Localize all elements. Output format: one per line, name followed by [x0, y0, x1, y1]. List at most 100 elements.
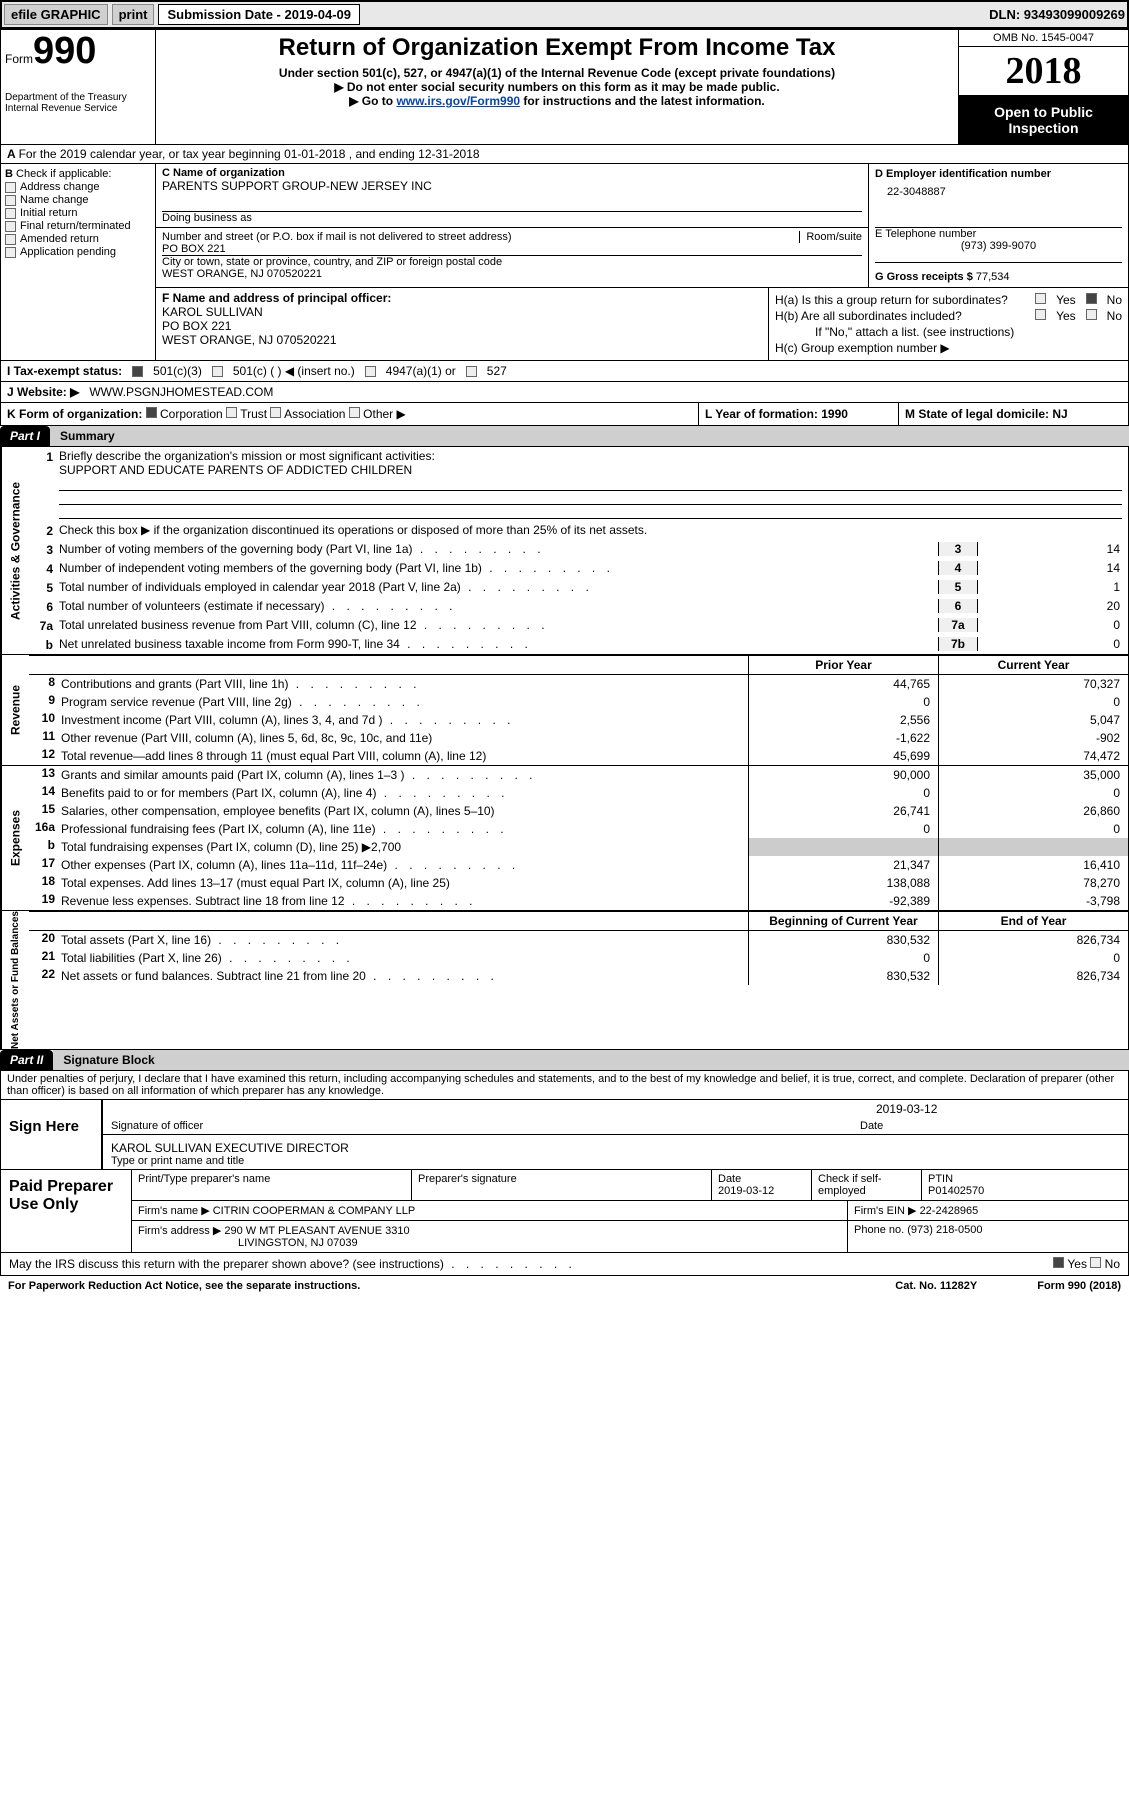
instructions-link[interactable]: www.irs.gov/Form990 [396, 94, 520, 108]
exp-14-py: 0 [748, 784, 938, 802]
na-20-eoy: 826,734 [938, 931, 1128, 949]
line7a-value: 0 [978, 618, 1128, 632]
part-2-title: Signature Block [53, 1050, 1129, 1071]
subtitle-3-suffix: for instructions and the latest informat… [520, 94, 765, 108]
street-address: PO BOX 221 [162, 243, 862, 255]
initial-return-checkbox[interactable] [5, 208, 16, 219]
penalty-text: Under penalties of perjury, I declare th… [1, 1071, 1128, 1099]
cat-no: Cat. No. 11282Y [895, 1280, 977, 1292]
dba-label: Doing business as [162, 212, 862, 224]
subtitle-2: ▶ Do not enter social security numbers o… [160, 80, 954, 94]
exp-13-py: 90,000 [748, 766, 938, 784]
discuss-no-checkbox[interactable] [1090, 1257, 1101, 1268]
rev-12-py: 45,699 [748, 747, 938, 765]
501c-checkbox[interactable] [212, 366, 223, 377]
rev-11-cy: -902 [938, 729, 1128, 747]
other-checkbox[interactable] [349, 407, 360, 418]
name-change-checkbox[interactable] [5, 195, 16, 206]
corporation-checkbox[interactable] [146, 407, 157, 418]
na-22-boy: 830,532 [748, 967, 938, 985]
trust-checkbox[interactable] [226, 407, 237, 418]
officer-name-title: KAROL SULLIVAN EXECUTIVE DIRECTOR [103, 1135, 1128, 1155]
527-checkbox[interactable] [466, 366, 477, 377]
501c3-checkbox[interactable] [132, 366, 143, 377]
website-value: WWW.PSGNJHOMESTEAD.COM [89, 385, 273, 399]
year-formation: L Year of formation: 1990 [698, 403, 898, 425]
hb-note: If "No," attach a list. (see instruction… [775, 325, 1122, 339]
revenue-vtab: Revenue [1, 655, 29, 765]
rev-8-cy: 70,327 [938, 675, 1128, 693]
firm-ein: 22-2428965 [920, 1205, 979, 1217]
efile-button[interactable]: efile GRAPHIC [4, 4, 108, 25]
tax-exempt-label: I Tax-exempt status: [7, 364, 122, 378]
exp-19-py: -92,389 [748, 892, 938, 910]
officer-addr2: WEST ORANGE, NJ 070520221 [162, 333, 762, 347]
na-22-eoy: 826,734 [938, 967, 1128, 985]
netassets-vtab: Net Assets or Fund Balances [1, 911, 29, 1049]
expenses-vtab: Expenses [1, 766, 29, 910]
subtitle-1: Under section 501(c), 527, or 4947(a)(1)… [160, 66, 954, 80]
address-change-checkbox[interactable] [5, 182, 16, 193]
application-pending-checkbox[interactable] [5, 247, 16, 258]
form-footer: Form 990 (2018) [1037, 1280, 1121, 1292]
ha-yes-checkbox[interactable] [1035, 293, 1046, 304]
website-label: J Website: ▶ [7, 385, 79, 399]
mission-text: SUPPORT AND EDUCATE PARENTS OF ADDICTED … [59, 463, 412, 477]
telephone-label: E Telephone number [875, 228, 1122, 240]
ein-label: D Employer identification number [875, 168, 1051, 180]
form-label: Form [5, 52, 33, 66]
column-b-checkboxes: B Check if applicable: Address change Na… [1, 164, 156, 360]
exp-18-cy: 78,270 [938, 874, 1128, 892]
line7b-value: 0 [978, 637, 1128, 651]
na-21-boy: 0 [748, 949, 938, 967]
hb-no-checkbox[interactable] [1086, 309, 1097, 320]
current-year-header: Current Year [938, 656, 1128, 674]
form-number: 990 [33, 30, 96, 72]
part-1-title: Summary [50, 426, 1129, 447]
exp-19-cy: -3,798 [938, 892, 1128, 910]
paperwork-notice: For Paperwork Reduction Act Notice, see … [8, 1280, 360, 1292]
rev-11-py: -1,622 [748, 729, 938, 747]
4947-checkbox[interactable] [365, 366, 376, 377]
rev-9-py: 0 [748, 693, 938, 711]
tax-year: 2018 [959, 47, 1128, 96]
rev-10-cy: 5,047 [938, 711, 1128, 729]
state-domicile: M State of legal domicile: NJ [898, 403, 1128, 425]
boy-header: Beginning of Current Year [748, 912, 938, 930]
ha-no-checkbox[interactable] [1086, 293, 1097, 304]
ptin: P01402570 [928, 1185, 984, 1197]
dln: DLN: 93493099009269 [989, 7, 1125, 22]
officer-name: KAROL SULLIVAN [162, 305, 762, 319]
exp-13-cy: 35,000 [938, 766, 1128, 784]
part-1-tab: Part I [0, 426, 50, 447]
exp-15-py: 26,741 [748, 802, 938, 820]
final-return-checkbox[interactable] [5, 221, 16, 232]
gross-receipts: 77,534 [976, 271, 1010, 283]
discuss-yes-checkbox[interactable] [1053, 1257, 1064, 1268]
form-header: Form990 Department of the Treasury Inter… [0, 29, 1129, 145]
hb-yes-checkbox[interactable] [1035, 309, 1046, 320]
ein-value: 22-3048887 [869, 184, 1128, 204]
section-a-year: A For the 2019 calendar year, or tax yea… [0, 145, 1129, 164]
telephone-value: (973) 399-9070 [875, 240, 1122, 252]
part-2-tab: Part II [0, 1050, 53, 1071]
firm-addr2: LIVINGSTON, NJ 07039 [138, 1237, 358, 1249]
firm-name: CITRIN COOPERMAN & COMPANY LLP [213, 1205, 416, 1217]
paid-preparer-label: Paid Preparer Use Only [1, 1170, 131, 1252]
city-state-zip: WEST ORANGE, NJ 070520221 [162, 268, 862, 280]
line6-value: 20 [978, 599, 1128, 613]
hc-label: H(c) Group exemption number ▶ [775, 341, 1122, 355]
omb-number: OMB No. 1545-0047 [959, 30, 1128, 47]
firm-phone: (973) 218-0500 [907, 1224, 982, 1236]
amended-return-checkbox[interactable] [5, 234, 16, 245]
exp-14-cy: 0 [938, 784, 1128, 802]
print-button[interactable]: print [112, 4, 155, 25]
sig-date: 2019-03-12 [868, 1100, 1128, 1118]
na-20-boy: 830,532 [748, 931, 938, 949]
association-checkbox[interactable] [270, 407, 281, 418]
exp-17-cy: 16,410 [938, 856, 1128, 874]
exp-15-cy: 26,860 [938, 802, 1128, 820]
sign-here-label: Sign Here [1, 1100, 101, 1169]
exp-17-py: 21,347 [748, 856, 938, 874]
inspection-label: Open to Public Inspection [959, 96, 1128, 144]
